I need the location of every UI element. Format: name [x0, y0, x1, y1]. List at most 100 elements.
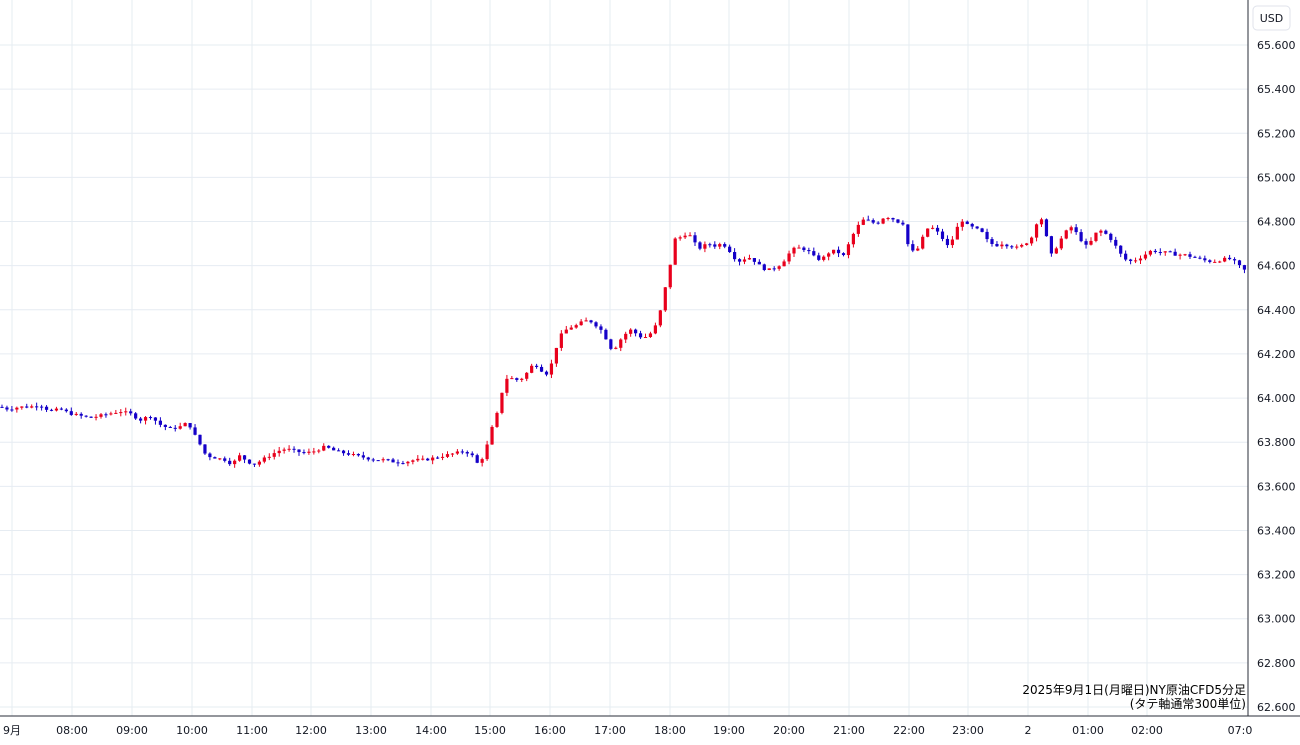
candle-down	[327, 445, 331, 448]
candle-down	[1242, 265, 1247, 270]
candle-up	[668, 264, 672, 288]
candle-up	[277, 450, 281, 454]
candle-down	[64, 409, 68, 412]
candle-down	[10, 409, 14, 411]
candle-down	[401, 463, 405, 465]
candle-up	[520, 378, 524, 380]
candle-down	[990, 239, 994, 244]
candle-down	[762, 264, 766, 270]
candle-down	[871, 220, 875, 223]
candle-down	[866, 219, 870, 221]
y-tick-label: 65.200	[1257, 127, 1296, 140]
candle-down	[1010, 246, 1014, 248]
candle-up	[143, 417, 148, 421]
candle-down	[911, 244, 915, 251]
candle-down	[465, 452, 469, 454]
candle-up	[881, 218, 885, 224]
candle-up	[921, 236, 925, 249]
candle-up	[406, 461, 410, 464]
candle-up	[926, 228, 930, 237]
candle-up	[742, 259, 747, 262]
candle-up	[1213, 261, 1217, 263]
candle-up	[490, 426, 494, 445]
chart-caption-line-1: 2025年9月1日(月曜日)NY原油CFD5分足	[1022, 683, 1246, 697]
x-tick-label: 02:00	[1131, 724, 1163, 737]
candle-down	[361, 455, 365, 458]
y-tick-label: 64.200	[1257, 348, 1296, 361]
candle-up	[886, 218, 890, 220]
candle-down	[148, 417, 153, 419]
candle-up	[564, 329, 568, 334]
candle-up	[381, 459, 385, 461]
candle-down	[841, 253, 846, 256]
candle-up	[1059, 238, 1063, 249]
candle-down	[752, 258, 756, 262]
candle-up	[480, 459, 484, 463]
candle-up	[1099, 230, 1103, 233]
y-tick-label: 64.400	[1257, 304, 1296, 317]
candle-up	[421, 458, 425, 460]
candle-up	[782, 261, 786, 267]
candle-down	[129, 411, 133, 414]
x-tick-label: 17:00	[594, 724, 626, 737]
candle-up	[322, 445, 326, 451]
candle-up	[1025, 243, 1029, 245]
candle-up	[287, 448, 291, 450]
candle-up	[1148, 250, 1152, 255]
candle-up	[861, 219, 865, 225]
currency-badge[interactable]: USD	[1252, 5, 1291, 31]
candle-down	[876, 222, 880, 224]
candle-up	[960, 221, 964, 227]
candle-down	[772, 268, 776, 270]
x-tick-label: 22:00	[893, 724, 925, 737]
candle-down	[173, 427, 177, 429]
candle-up	[792, 247, 796, 254]
candle-up	[1039, 219, 1044, 225]
candle-up	[1069, 227, 1073, 231]
candle-down	[1084, 241, 1088, 245]
candle-down	[426, 458, 430, 461]
candle-up	[643, 337, 648, 339]
candle-down	[945, 238, 950, 246]
candle-up	[20, 406, 24, 408]
candle-up	[1094, 232, 1098, 241]
candle-up	[614, 347, 618, 349]
candle-up	[431, 457, 435, 461]
candle-up	[416, 458, 420, 461]
candle-up	[99, 414, 103, 417]
candle-down	[356, 454, 360, 456]
candle-up	[554, 347, 558, 364]
candle-down	[247, 459, 252, 464]
candle-down	[1228, 257, 1232, 260]
candle-up	[530, 365, 534, 373]
candle-up	[950, 239, 954, 246]
candle-up	[569, 327, 573, 330]
candle-up	[1178, 254, 1182, 256]
candle-up	[74, 413, 78, 415]
candle-down	[341, 450, 346, 454]
candle-down	[223, 458, 227, 461]
candle-up	[238, 455, 242, 461]
x-tick-label: 15:00	[474, 724, 506, 737]
candle-down	[535, 365, 539, 367]
candle-down	[737, 259, 742, 262]
candle-down	[213, 457, 217, 459]
candle-down	[366, 457, 370, 460]
candle-up	[495, 412, 499, 427]
candle-up	[683, 235, 687, 238]
candle-up	[827, 253, 831, 257]
candle-up	[648, 333, 653, 338]
candle-down	[638, 333, 643, 338]
candle-up	[797, 247, 801, 249]
time-axis: 9月 08:00 09:00 10:00 11:00 12:00 13:00 14:00 15:…	[3, 724, 1252, 737]
x-tick-label: 09:00	[116, 724, 148, 737]
x-tick-label: 19:00	[713, 724, 745, 737]
candle-down	[158, 420, 162, 425]
y-tick-label: 62.600	[1257, 701, 1296, 714]
candle-up	[822, 256, 826, 260]
candle-up	[272, 453, 276, 457]
candle-down	[208, 453, 212, 458]
candle-down	[391, 459, 395, 463]
candle-up	[109, 413, 113, 415]
